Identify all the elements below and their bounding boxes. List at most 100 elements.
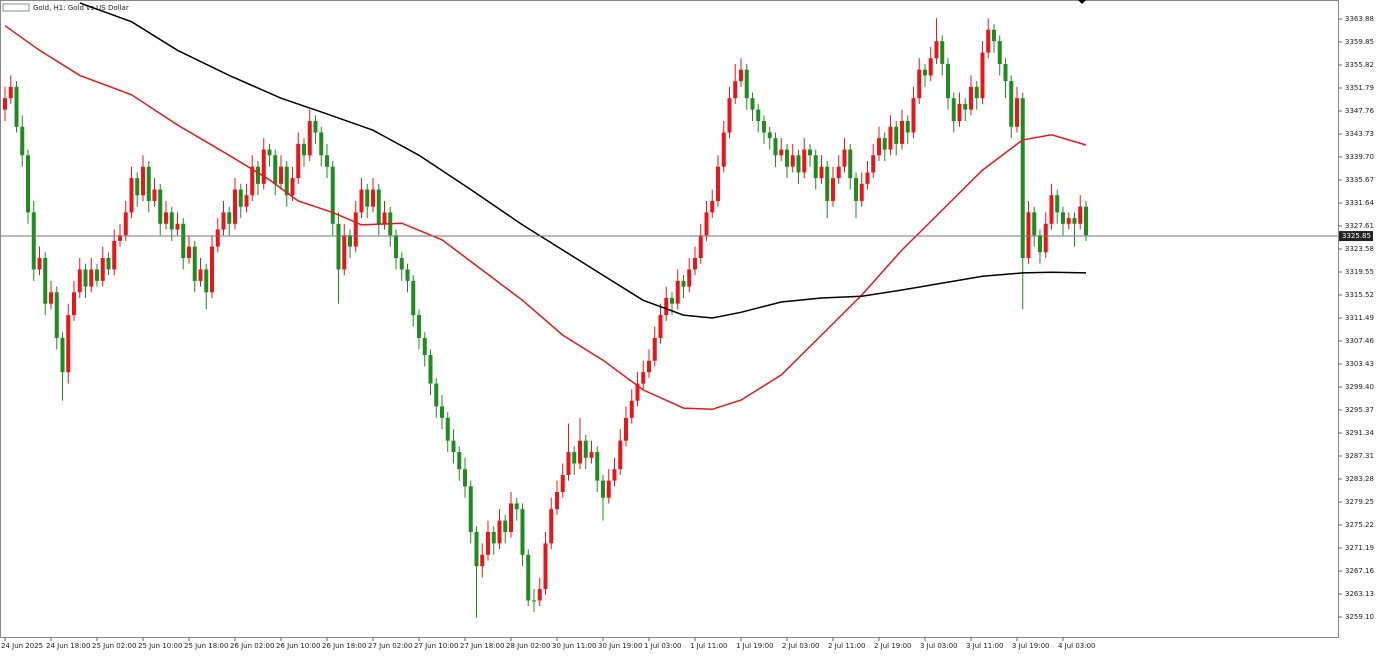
candle-body [963,103,968,110]
candle-body [1020,98,1025,259]
candle-body [60,337,65,373]
candle-body [779,149,784,156]
candle-body [888,126,893,150]
candle-body [273,155,278,184]
candle-body [255,166,260,184]
candle-body [232,189,237,224]
candle-body [802,149,807,173]
candle-body [554,492,559,510]
candle-body [261,149,266,184]
y-tick-label: 3267.16 [1345,567,1374,575]
candle-body [646,360,651,373]
y-tick-label: 3323.58 [1345,245,1374,253]
candle-body [319,132,324,156]
candle-body [1055,195,1060,213]
candle-body [399,258,404,270]
y-tick-label: 3343.73 [1345,130,1374,138]
candle-body [790,155,795,167]
x-tick-label: 2 Jul 19:00 [874,642,912,650]
x-tick-label: 25 Jun 18:00 [184,642,228,650]
candle-body [77,269,82,293]
candle-body [595,452,600,481]
candle-body [1037,235,1042,253]
y-tick-label: 3295.37 [1345,406,1374,414]
candle-body [1009,81,1014,127]
candle-body [922,69,927,76]
candle-body [491,531,496,544]
candle-body [8,86,13,99]
candle-body [710,200,715,213]
candle-body [250,166,255,196]
candle-body [957,103,962,122]
candle-body [445,417,450,441]
candle-body [583,440,588,458]
candle-body [54,292,59,338]
y-tick-label: 3355.82 [1345,61,1374,69]
candle-body [738,69,743,82]
candle-body [589,452,594,458]
x-tick-label: 30 Jun 11:00 [552,642,596,650]
candle-body [49,292,54,304]
y-tick-label: 3291.34 [1345,429,1374,437]
candle-body [434,383,439,407]
candle-body [784,149,789,167]
y-tick-label: 3347.76 [1345,107,1374,115]
candle-body [118,235,123,241]
candle-body [129,178,134,213]
candle-body [468,486,473,532]
y-tick-label: 3327.61 [1345,222,1374,230]
candle-body [1003,63,1008,82]
symbol-icon [2,3,30,12]
candle-body [572,452,577,464]
candle-body [715,166,720,201]
candle-body [951,98,956,122]
candle-body [169,212,174,230]
candle-body [112,240,117,270]
candle-body [566,452,571,475]
candle-body [974,86,979,99]
x-tick-label: 24 Jun 18:00 [46,642,90,650]
candle-body [905,121,910,133]
candle-body [830,178,835,201]
candle-body [675,280,680,304]
candle-body [204,269,209,293]
candle-body [405,269,410,281]
candle-body [163,212,168,224]
candle-body [853,178,858,201]
candle-body [175,223,180,230]
candle-body [1026,212,1031,259]
candle-body [14,86,19,127]
candle-body [457,452,462,470]
x-tick-label: 26 Jun 18:00 [322,642,366,650]
candle-body [106,258,111,270]
candle-body [871,155,876,173]
candle-body [301,143,306,156]
candle-body [618,440,623,470]
candle-body [807,149,812,156]
candle-body [991,29,996,42]
candle-body [100,258,105,281]
candle-body [623,417,628,441]
candle-body [330,166,335,224]
candle-body [503,520,508,532]
candle-body [1014,98,1019,127]
candle-body [1043,223,1048,253]
candle-body [66,315,71,373]
candle-body [462,469,467,487]
candle-body [95,269,100,281]
candle-body [215,229,220,247]
x-tick-label: 27 Jun 18:00 [460,642,504,650]
candle-body [658,315,663,338]
candle-body [526,554,531,601]
y-tick-label: 3263.13 [1345,590,1374,598]
candle-body [687,269,692,287]
x-tick-label: 28 Jun 02:00 [506,642,550,650]
x-tick-label: 26 Jun 02:00 [230,642,274,650]
candle-body [370,189,375,207]
y-tick-label: 3271.19 [1345,544,1374,552]
y-tick-label: 3331.64 [1345,199,1374,207]
candle-body [514,503,519,510]
x-tick-label: 3 Jul 11:00 [966,642,1004,650]
candle-body [560,474,565,493]
candle-body [267,149,272,156]
